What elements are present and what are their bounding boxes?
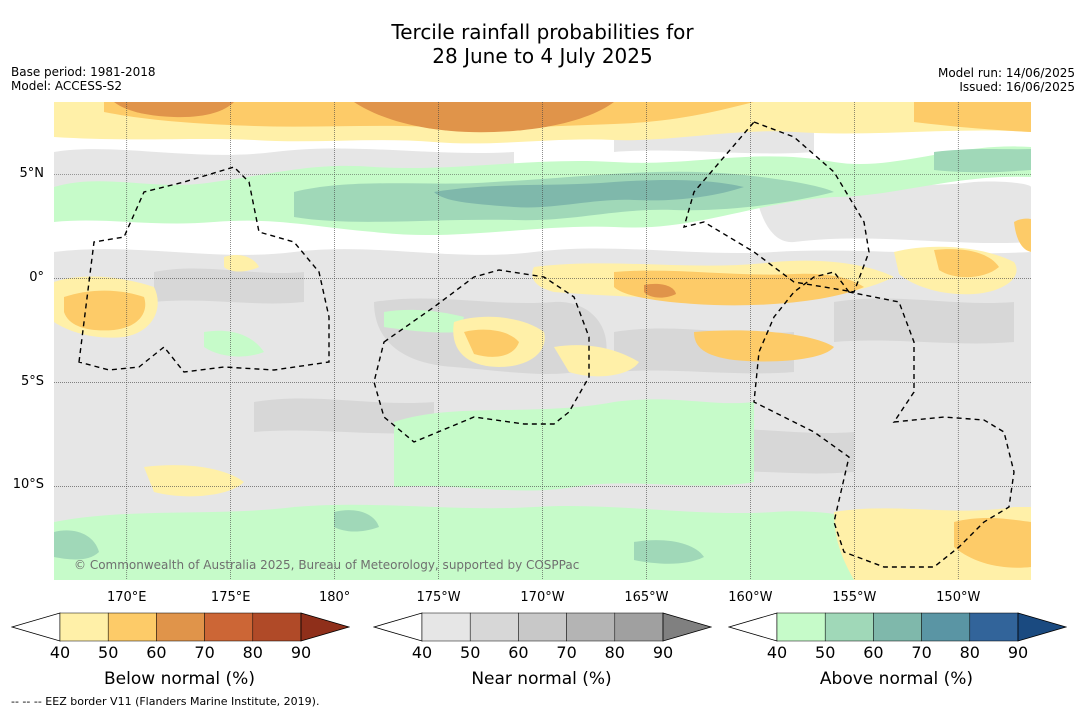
colorbar-segment (107, 612, 157, 642)
colorbar-tick-label: 70 (556, 643, 577, 662)
lon-tick-label: 175°W (416, 590, 461, 605)
colorbar-segment (824, 612, 874, 642)
below-normal-colorbar-label: Below normal (%) (104, 669, 255, 689)
lon-tick-label: 165°W (624, 590, 669, 605)
meta-right: Model run: 14/06/2025 Issued: 16/06/2025 (938, 66, 1075, 94)
colorbar-under-triangle (728, 612, 778, 642)
lon-tick-label: 160°W (728, 590, 773, 605)
colorbar-tick-label: 80 (604, 643, 625, 662)
colorbar-segment (252, 612, 302, 642)
above-normal-colorbar (728, 612, 1067, 642)
colorbar-tick-label: 70 (194, 643, 215, 662)
lon-tick-label: 155°W (832, 590, 877, 605)
colorbar-tick-label: 90 (652, 643, 674, 662)
map-canvas (54, 102, 1031, 580)
lat-tick-label: 5°N (19, 165, 45, 181)
colorbar-segment (518, 612, 567, 642)
colorbar-tick-label: 60 (863, 643, 884, 662)
colorbar-segment (969, 612, 1019, 642)
colorbar-under-triangle (373, 612, 423, 642)
colorbar-segment (921, 612, 971, 642)
colorbar-tick-label: 70 (911, 643, 932, 662)
title-line-2: 28 June to 4 July 2025 (432, 44, 653, 68)
below-normal-regions (54, 102, 1031, 580)
lon-tick-label: 170°E (106, 590, 147, 605)
map-copyright: © Commonwealth of Australia 2025, Bureau… (74, 558, 580, 572)
colorbar-tick-label: 90 (290, 643, 312, 662)
colorbar-tick-label: 60 (508, 643, 529, 662)
below-normal-colorbar (11, 612, 350, 642)
colorbar-tick-label: 50 (98, 643, 119, 662)
colorbar-under-triangle (11, 612, 61, 642)
eez-borders (78, 121, 1015, 568)
map-title: Tercile rainfall probabilities for 28 Ju… (0, 20, 1085, 68)
lat-tick-label: 5°S (20, 373, 44, 389)
lat-tick-label: 0° (29, 269, 44, 285)
meta-left: Base period: 1981-2018 Model: ACCESS-S2 (11, 65, 156, 93)
colorbar-segment (59, 612, 109, 642)
colorbar-segment (204, 612, 254, 642)
colorbar-tick-label: 50 (815, 643, 836, 662)
lon-tick-label: 180° (318, 590, 351, 605)
near-normal-colorbar (373, 612, 712, 642)
colorbar-tick-label: 80 (959, 643, 980, 662)
colorbar-segment (421, 612, 471, 642)
colorbar-over-triangle (662, 612, 712, 642)
colorbar-segment (469, 612, 519, 642)
eez-footnote: -- -- -- EEZ border V11 (Flanders Marine… (11, 695, 320, 708)
colorbar-tick-label: 80 (242, 643, 263, 662)
model-run: Model run: 14/06/2025 (937, 66, 1075, 80)
colorbar-tick-label: 40 (49, 643, 71, 662)
colorbar-segment (776, 612, 826, 642)
above-normal-colorbar-label: Above normal (%) (819, 669, 974, 689)
title-line-1: Tercile rainfall probabilities for (391, 20, 694, 44)
colorbar-tick-label: 50 (460, 643, 481, 662)
colorbar-tick-label: 60 (146, 643, 167, 662)
lon-tick-label: 170°W (520, 590, 565, 605)
colorbar-over-triangle (1017, 612, 1067, 642)
grid-lines (54, 102, 1031, 580)
issued-date: Issued: 16/06/2025 (959, 80, 1075, 94)
base-period: Base period: 1981-2018 (11, 65, 156, 79)
map-panel: © Commonwealth of Australia 2025, Bureau… (54, 102, 1031, 580)
colorbar-tick-label: 40 (411, 643, 433, 662)
near-normal-colorbar-label: Near normal (%) (471, 669, 612, 689)
colorbar-segment (614, 612, 664, 642)
lon-tick-label: 175°E (210, 590, 251, 605)
colorbar-segment (566, 612, 616, 642)
colorbar-tick-label: 90 (1007, 643, 1029, 662)
colorbar-over-triangle (300, 612, 350, 642)
model-name: Model: ACCESS-S2 (11, 79, 123, 93)
colorbar-segment (156, 612, 205, 642)
colorbar-segment (873, 612, 922, 642)
lat-tick-label: 10°S (12, 477, 44, 493)
lon-tick-label: 150°W (936, 590, 981, 605)
colorbar-tick-label: 40 (766, 643, 788, 662)
